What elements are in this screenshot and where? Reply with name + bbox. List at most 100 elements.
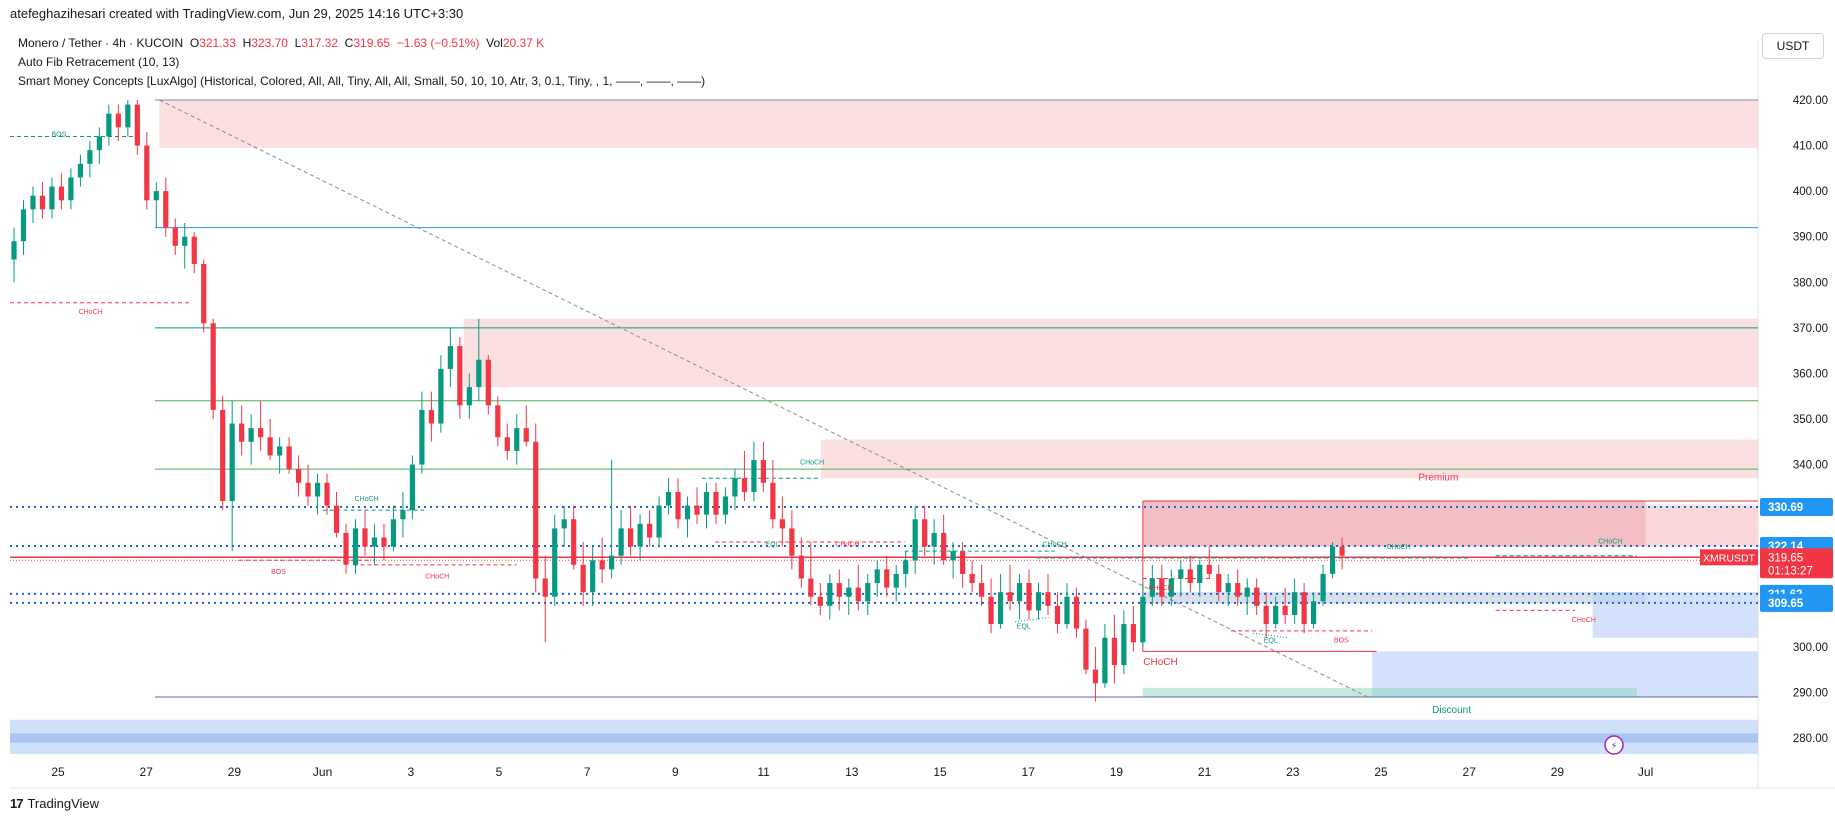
supply-zone-top: [159, 100, 1759, 148]
structure-label: EQL: [765, 542, 779, 549]
candle-body: [1130, 624, 1136, 643]
candle-body: [1140, 596, 1146, 643]
candle-body: [523, 428, 529, 442]
symbol-title[interactable]: Monero / Tether · 4h · KUCOIN: [18, 36, 184, 50]
structure-label: CHoCH: [79, 309, 103, 316]
candle-body: [1301, 592, 1307, 625]
candle-body: [115, 113, 121, 128]
y-tick-label: 400.00: [1793, 186, 1828, 198]
structure-label: CHoCH: [1143, 657, 1177, 668]
candle-body: [419, 409, 425, 465]
supply-zone-low: [820, 439, 1758, 479]
candle-body: [732, 478, 738, 497]
candle-body: [438, 368, 444, 424]
candle-body: [684, 505, 691, 520]
candle-body: [1159, 578, 1165, 597]
candle-body: [1273, 605, 1279, 625]
candle-body: [694, 505, 700, 515]
x-tick-label: 7: [584, 765, 591, 779]
candle-body: [1178, 569, 1184, 579]
price-tag: [1760, 497, 1833, 516]
candle-body: [20, 209, 27, 242]
indicator-smc[interactable]: Smart Money Concepts [LuxAlgo] (Historic…: [18, 74, 706, 88]
candle-body: [220, 409, 226, 502]
x-tick-label: Jun: [313, 765, 332, 779]
currency-selector[interactable]: USDT: [1762, 33, 1824, 59]
candle-body: [201, 264, 207, 324]
candle-body: [627, 528, 634, 547]
candle-body: [476, 359, 482, 388]
x-tick-label: 13: [845, 765, 859, 779]
x-tick-label: 29: [1551, 765, 1565, 779]
candle-body: [969, 573, 975, 584]
structure-label: EQL: [1264, 637, 1278, 644]
candle-body: [542, 578, 548, 597]
candle-body: [39, 195, 46, 210]
candle-body: [580, 564, 586, 593]
candle-body: [514, 428, 520, 451]
candle-body: [884, 569, 890, 588]
candle-body: [134, 104, 140, 146]
candle-body: [874, 569, 880, 584]
candle-body: [571, 519, 577, 565]
candle-body: [352, 528, 359, 565]
candle-body: [286, 446, 292, 470]
candle-body: [96, 136, 102, 151]
eql-line-1: [1014, 616, 1051, 623]
volume-key: Vol: [486, 36, 503, 50]
candle-body: [1054, 605, 1061, 625]
candle-body: [58, 186, 65, 201]
x-tick-label: 27: [140, 765, 154, 779]
candle-body: [1016, 583, 1023, 602]
low-key: L: [294, 36, 302, 50]
candle-body: [1263, 605, 1269, 625]
candle-body: [1064, 596, 1070, 625]
candle-body: [978, 583, 985, 597]
equilibrium-zone: [1142, 592, 1646, 604]
price-chart[interactable]: BOS CHoCH CHoCH BOS CHoCH CHoCH EQL CHoCH CHoCH E…: [0, 0, 1835, 790]
candle-body: [49, 186, 55, 210]
y-tick-label: 300.00: [1793, 642, 1828, 654]
symbol-tag: [1700, 549, 1758, 566]
candle-body: [333, 505, 340, 533]
candle-body: [798, 555, 804, 579]
candle-body: [1121, 624, 1127, 666]
y-tick-label: 390.00: [1793, 232, 1828, 244]
ohlc-row: Monero / Tether · 4h · KUCOIN O321.33 H3…: [18, 34, 705, 53]
lightning-glyph: ⚡: [1610, 741, 1617, 752]
chart-legend: Monero / Tether · 4h · KUCOIN O321.33 H3…: [18, 34, 705, 91]
tradingview-logo-icon: 17: [10, 796, 24, 811]
indicator-fib[interactable]: Auto Fib Retracement (10, 13): [18, 55, 180, 69]
candle-body: [381, 537, 387, 547]
candle-body: [371, 537, 378, 547]
candle-body: [779, 519, 785, 529]
candle-body: [125, 104, 131, 128]
candle-body: [77, 163, 84, 178]
candle-body: [1339, 546, 1345, 556]
candle-body: [1102, 637, 1108, 684]
candle-body: [191, 236, 197, 265]
candle-body: [789, 528, 795, 556]
structure-label: CHoCH: [355, 496, 379, 503]
open-value: 321.33: [199, 36, 236, 50]
candle-body: [30, 195, 36, 210]
candle-body: [1092, 669, 1099, 684]
close-key: C: [344, 36, 354, 50]
candle-body: [106, 113, 112, 137]
candle-body: [267, 437, 273, 456]
candle-body: [11, 241, 17, 260]
candle-body: [239, 423, 245, 442]
candle-body: [144, 145, 150, 201]
x-tick-label: 3: [407, 765, 414, 779]
lightning-icon: [1604, 735, 1624, 755]
structure-label: EQL: [1017, 624, 1031, 631]
candle-body: [561, 519, 567, 529]
y-tick-label: 350.00: [1793, 414, 1828, 426]
candle-body: [163, 191, 169, 228]
candle-body: [846, 587, 852, 597]
close-value: 319.65: [353, 36, 391, 50]
candle-body: [1244, 587, 1250, 597]
structure-label: BOS: [1334, 637, 1349, 644]
candle-body: [675, 491, 681, 520]
structure-label: CHoCH: [835, 542, 859, 549]
